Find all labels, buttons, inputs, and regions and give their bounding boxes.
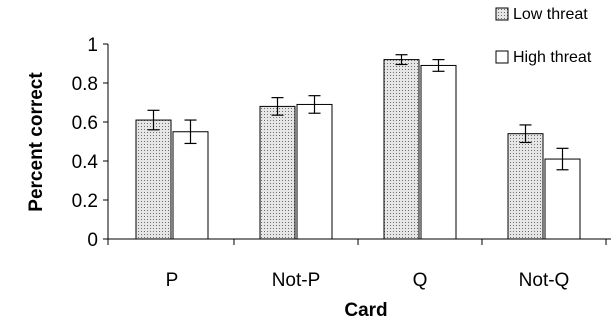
y-tick-label: 0.4 (72, 152, 99, 173)
y-tick-label: 0.2 (72, 191, 98, 212)
y-axis-title: Percent correct (26, 72, 47, 212)
bar-low-threat (383, 59, 420, 240)
x-tick-label: Q (413, 270, 428, 291)
legend-swatch-high-threat (495, 50, 509, 64)
bar-high-threat (544, 158, 581, 240)
bar-high-threat (296, 103, 333, 240)
legend-label-low-threat: Low threat (513, 6, 588, 23)
bar-high-threat (420, 64, 457, 240)
x-tick-label: Not-Q (519, 270, 570, 291)
bar-low-threat (507, 133, 544, 240)
x-axis-title: Card (344, 300, 387, 321)
legend-label-high-threat: High threat (513, 49, 592, 66)
y-tick-label: 1 (87, 35, 98, 56)
x-tick-label: P (166, 270, 179, 291)
x-tick-label: Not-P (272, 270, 321, 291)
y-tick-label: 0.8 (72, 74, 98, 95)
bar-low-threat (135, 119, 172, 240)
y-tick-label: 0.6 (72, 113, 98, 134)
bar-high-threat (172, 131, 209, 240)
y-tick-label: 0 (87, 230, 98, 251)
legend: Low threat High threat (495, 6, 592, 66)
bar-low-threat (259, 105, 296, 240)
legend-swatch-low-threat (495, 7, 509, 21)
